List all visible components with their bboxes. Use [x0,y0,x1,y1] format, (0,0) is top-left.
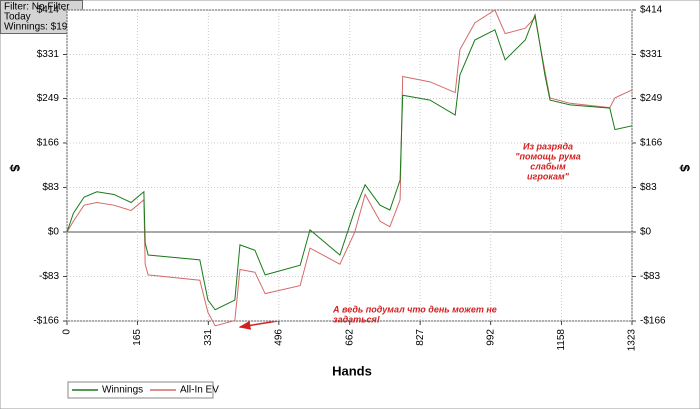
series-line [66,12,633,311]
y-tick-label: $0 [48,227,60,238]
y-tick-label: $0 [640,227,652,238]
legend-label: Winnings [102,385,143,396]
y-tick-label: $166 [640,138,663,149]
y-tick-label: $249 [37,93,60,104]
info-text: Filter: No Filter [4,2,70,13]
y-tick-label: -$83 [640,271,660,282]
info-text: Today [4,12,31,23]
x-tick-label: 662 [344,329,355,346]
x-axis-label: Hands [332,363,372,378]
y-tick-label: $166 [37,138,60,149]
y-tick-label: -$83 [39,271,59,282]
annotation: А ведь подумал что день может не [332,304,497,314]
x-tick-label: 1323 [627,329,638,352]
x-tick-label: 165 [132,329,143,346]
x-tick-label: 992 [485,329,496,346]
legend-label: All-In EV [180,385,219,396]
y-tick-label: -$166 [640,316,666,327]
y-tick-label: $331 [640,49,663,60]
x-tick-label: 496 [273,329,284,346]
annotation: игрокам" [527,171,570,181]
x-tick-label: 1158 [556,329,567,351]
y-tick-label: -$166 [33,316,59,327]
x-tick-label: 827 [415,329,426,346]
legend [67,381,214,399]
y-tick-label: $83 [42,182,59,193]
y-axis-label: $ [8,164,23,172]
y-tick-label: $414 [37,5,60,16]
y-axis-label: $ [678,164,693,172]
annotation: задаться! [333,314,380,324]
annotation: слабым [530,161,566,171]
x-tick-label: 0 [62,329,73,335]
y-tick-label: $331 [37,49,60,60]
y-tick-label: $414 [640,5,663,16]
y-tick-label: $83 [640,182,657,193]
annotation: "помощь рума [515,151,581,161]
annotation: Из разряда [523,141,573,151]
y-tick-label: $249 [640,93,663,104]
info-text: Winnings: $198.04 [4,22,87,33]
x-tick-label: 331 [203,329,214,346]
